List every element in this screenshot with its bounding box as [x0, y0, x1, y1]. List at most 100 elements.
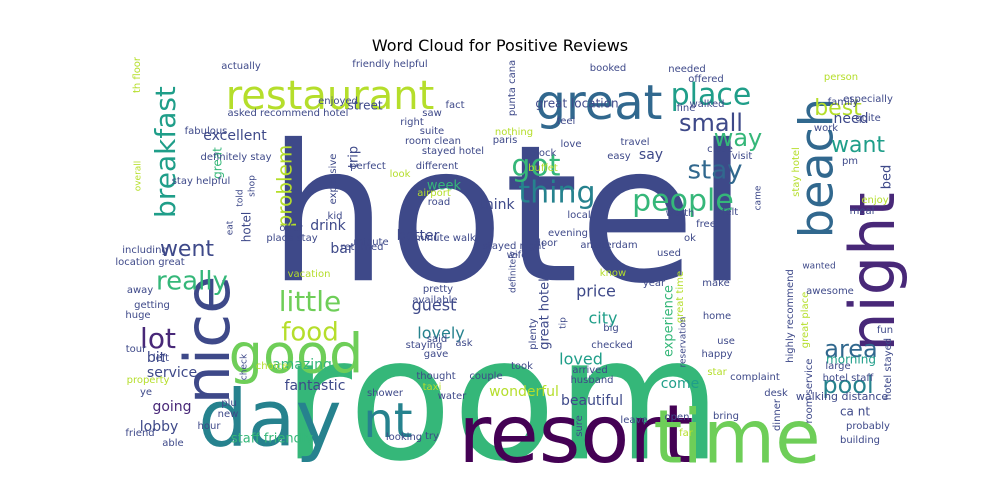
word-complaint: complaint — [730, 372, 780, 383]
word-pool: pool — [822, 371, 873, 399]
word-great-place: great place — [800, 292, 811, 349]
word-resort: resort — [458, 388, 693, 481]
word-actually: actually — [221, 61, 261, 72]
word-awesome: awesome — [806, 286, 854, 297]
word-location-great: location great — [115, 257, 184, 268]
word-told: told — [236, 189, 246, 206]
word-getting: getting — [134, 300, 170, 311]
word-experience: experience — [662, 285, 677, 357]
word-came: came — [754, 185, 764, 210]
word-tip: tip — [559, 317, 569, 329]
word-think: think — [479, 197, 515, 213]
word-airport: airport — [417, 188, 451, 199]
word-come: come — [661, 376, 700, 392]
word-ca-nt: ca nt — [840, 405, 870, 419]
word-thing: thing — [518, 176, 595, 211]
word-guest: guest — [412, 296, 457, 315]
word-pretty: pretty — [423, 284, 453, 295]
word-used: used — [657, 248, 681, 259]
word-good: good — [229, 323, 364, 386]
word-lovely: lovely — [417, 324, 464, 343]
word-great: great — [536, 75, 663, 131]
word-asked-recommend-hotel: asked recommend hotel — [228, 108, 349, 119]
word-restaurant: restaurant — [226, 73, 435, 119]
word-far: far — [679, 428, 694, 439]
word-room-service: room service — [804, 359, 815, 424]
word-great: great — [211, 147, 225, 179]
word-year: year — [643, 278, 666, 289]
word-suite: suite — [420, 126, 444, 137]
word-fantastic: fantastic — [285, 378, 346, 394]
word-probably: probably — [846, 421, 890, 432]
word-use: use — [717, 336, 735, 347]
word-shop: shop — [248, 175, 258, 197]
word-feel: feel — [557, 116, 576, 127]
word-stayed-hotel: stayed hotel — [422, 146, 484, 157]
word-happy: happy — [701, 349, 732, 360]
word-desk: desk — [764, 388, 788, 399]
word-hotel-stayed: hotel stayed — [883, 338, 894, 400]
word-looking: looking — [386, 432, 422, 443]
word-choice: choice — [256, 361, 288, 372]
word-night: night — [836, 192, 909, 351]
word-trip: trip — [347, 146, 362, 168]
word-right: right — [400, 117, 424, 128]
word-morning: morning — [826, 353, 876, 367]
word-nothing: nothing — [495, 127, 533, 138]
word-day: day — [198, 374, 341, 464]
word-lot: lot — [140, 322, 176, 355]
word-try: try — [425, 431, 439, 442]
word-family: family — [828, 97, 859, 108]
word-city: city — [589, 309, 618, 328]
word-perfect: perfect — [350, 161, 386, 172]
word-checked: checked — [591, 340, 632, 351]
word-huge: huge — [125, 310, 150, 321]
word-beautiful: beautiful — [561, 393, 623, 409]
word-work: work — [814, 123, 838, 134]
word-arrived: arrived — [572, 365, 607, 376]
word-home: home — [703, 311, 731, 322]
word-way: way — [714, 124, 763, 152]
word-wonderful: wonderful — [489, 384, 559, 400]
word-said: said — [427, 334, 447, 345]
word-beach: beach — [790, 98, 844, 238]
word-left: left — [153, 353, 169, 364]
word-room-clean: room clean — [405, 136, 461, 147]
word-room: room — [282, 301, 722, 499]
word-travel: travel — [620, 137, 649, 148]
word-fabulous: fabulous — [185, 126, 228, 137]
word-offered: offered — [688, 74, 724, 85]
word-property: property — [127, 375, 170, 386]
word-minute-walk: minute walk — [414, 233, 476, 244]
word-know: know — [600, 268, 626, 279]
word-time: time — [653, 395, 820, 481]
word-plenty: plenty — [528, 318, 539, 350]
word-felt: felt — [722, 207, 738, 218]
word-fact: fact — [445, 100, 464, 111]
word-taxi: taxi — [423, 382, 442, 393]
word-bit: bit — [147, 350, 166, 366]
word-husband: husband — [570, 375, 613, 386]
word-person: person — [824, 72, 858, 83]
word-wife: wife — [507, 250, 528, 261]
word-minute: minute — [353, 237, 388, 248]
word-loved: loved — [559, 350, 603, 369]
word-building: building — [840, 435, 880, 446]
word-best: best — [814, 96, 862, 121]
word-staff-friendly: staff friendly — [231, 432, 314, 447]
word-visit: visit — [732, 151, 753, 162]
word-new: new — [218, 409, 239, 420]
word-expensive: expensive — [328, 154, 339, 205]
word-large: large — [825, 361, 850, 372]
word-evening: evening — [548, 228, 588, 239]
word-enjoy: enjoy — [861, 195, 888, 206]
word-friend: friend — [125, 428, 154, 439]
word-walked: walked — [689, 99, 724, 110]
word-booked: booked — [590, 63, 627, 74]
word-highly-recommend: highly recommend — [785, 269, 796, 363]
word-friendly-helpful: friendly helpful — [352, 59, 427, 70]
word-especially: especially — [843, 94, 893, 105]
word-plu: plu — [221, 398, 236, 409]
word-sure: sure — [574, 415, 585, 437]
